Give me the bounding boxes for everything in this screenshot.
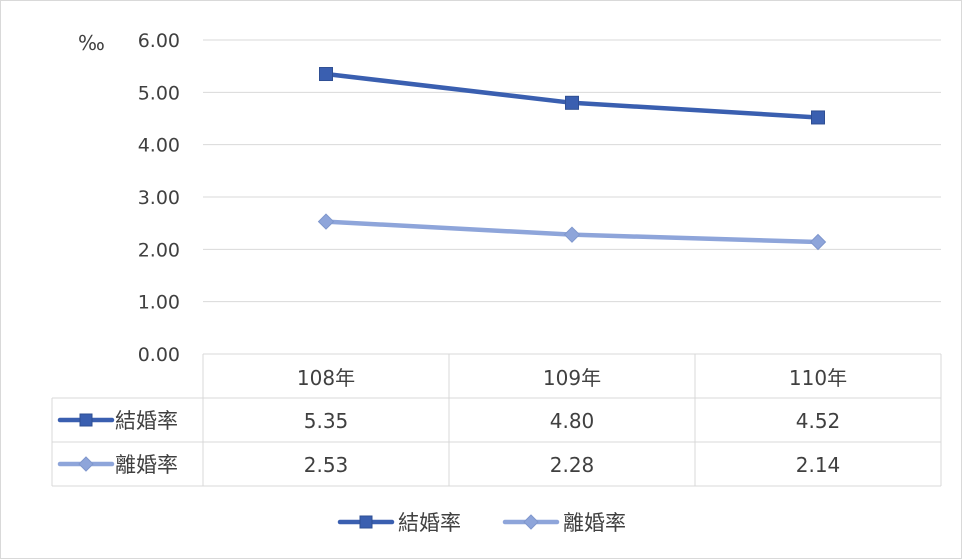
table-value-cell: 2.53 bbox=[304, 453, 349, 477]
data-point bbox=[319, 67, 333, 82]
table-series-name: 結婚率 bbox=[115, 409, 178, 433]
data-point bbox=[563, 226, 581, 243]
y-tick-label: 6.00 bbox=[138, 30, 180, 52]
legend-label: 離婚率 bbox=[563, 511, 626, 535]
x-category-label: 109年 bbox=[543, 366, 601, 390]
data-point bbox=[811, 110, 825, 125]
y-tick-label: 1.00 bbox=[138, 292, 180, 314]
table-value-cell: 4.80 bbox=[550, 409, 595, 433]
x-category-label: 110年 bbox=[789, 366, 847, 390]
table-value-cell: 5.35 bbox=[304, 409, 349, 433]
data-point bbox=[317, 213, 335, 230]
table-value-cell: 4.52 bbox=[796, 409, 841, 433]
y-axis-ticks: 0.00 1.00 2.00 3.00 4.00 5.00 6.00 bbox=[138, 30, 180, 366]
table-legend-key-marker bbox=[78, 456, 94, 472]
legend-key-marker bbox=[523, 514, 539, 530]
legend: 結婚率 離婚率 bbox=[337, 511, 626, 535]
y-tick-label: 0.00 bbox=[138, 344, 180, 366]
table-value-cell: 2.14 bbox=[796, 453, 841, 477]
table-value-cell: 2.28 bbox=[550, 453, 595, 477]
data-point bbox=[809, 233, 827, 251]
data-point bbox=[565, 95, 579, 110]
y-tick-label: 4.00 bbox=[138, 135, 180, 157]
y-tick-label: 3.00 bbox=[138, 187, 180, 209]
y-axis-unit-label: ‰ bbox=[78, 31, 105, 55]
table-series-name: 離婚率 bbox=[115, 453, 178, 477]
y-tick-label: 2.00 bbox=[138, 239, 180, 261]
table-legend-key-marker bbox=[79, 413, 93, 427]
y-tick-label: 5.00 bbox=[138, 82, 180, 104]
legend-key-marker bbox=[359, 515, 373, 529]
series-lines bbox=[317, 67, 827, 251]
x-category-label: 108年 bbox=[297, 366, 355, 390]
legend-label: 結婚率 bbox=[398, 511, 461, 535]
